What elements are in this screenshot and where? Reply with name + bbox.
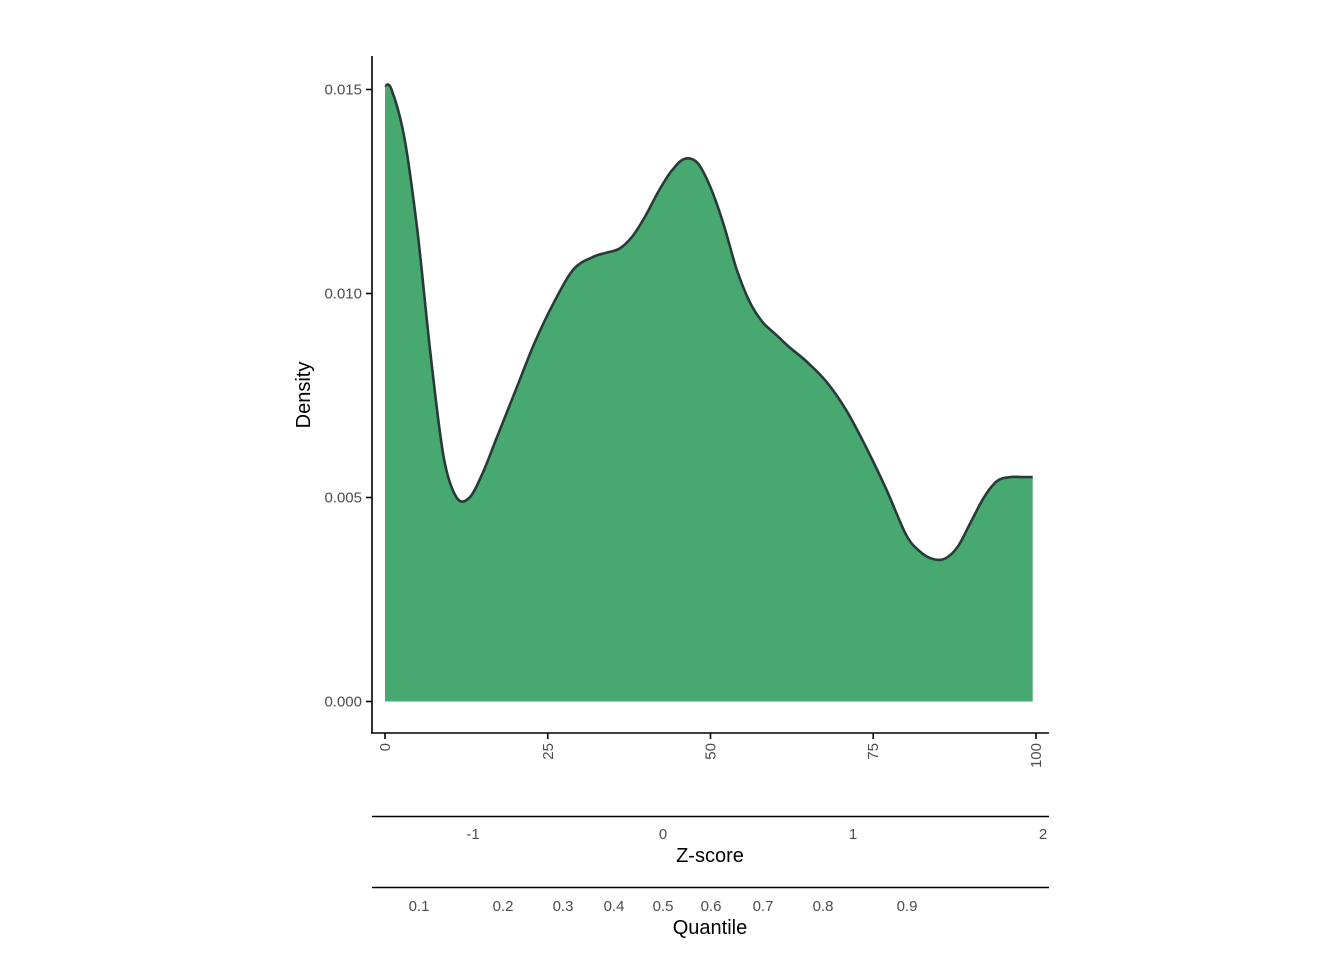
x-tick-label: 75 bbox=[865, 743, 882, 760]
y-tick-label: 0.010 bbox=[324, 286, 362, 303]
quantile-tick-label: 0.4 bbox=[604, 898, 625, 915]
quantile-tick-label: 0.8 bbox=[813, 898, 834, 915]
zscore-tick-label: 2 bbox=[1039, 826, 1047, 843]
quantile-tick-label: 0.2 bbox=[493, 898, 514, 915]
y-axis: 0.000 0.005 0.010 0.015 bbox=[324, 56, 373, 733]
x-tick-label: 50 bbox=[703, 743, 720, 760]
quantile-tick-label: 0.9 bbox=[897, 898, 918, 915]
x-tick-label: 25 bbox=[540, 743, 557, 760]
y-tick-label: 0.000 bbox=[324, 694, 362, 711]
y-axis-title: Density bbox=[293, 362, 315, 429]
quantile-tick-label: 0.3 bbox=[553, 898, 574, 915]
x-axis: 0 25 50 75 100 bbox=[371, 732, 1049, 768]
zscore-tick-label: 0 bbox=[659, 826, 667, 843]
density-area bbox=[385, 84, 1033, 702]
zscore-tick-label: 1 bbox=[849, 826, 857, 843]
y-tick-label: 0.015 bbox=[324, 82, 362, 99]
quantile-tick-label: 0.7 bbox=[753, 898, 774, 915]
density-curve bbox=[384, 83, 1033, 562]
quantile-tick-label: 0.6 bbox=[701, 898, 722, 915]
quantile-axis-title: Quantile bbox=[673, 917, 748, 939]
y-tick-label: 0.005 bbox=[324, 490, 362, 507]
quantile-tick-label: 0.5 bbox=[653, 898, 674, 915]
x-tick-label: 100 bbox=[1028, 743, 1045, 768]
x-tick-label: 0 bbox=[377, 743, 394, 751]
quantile-axis: Quantile 0.1 0.2 0.3 0.4 0.5 0.6 0.7 0.8 0.9 bbox=[372, 886, 1049, 939]
zscore-axis-title: Z-score bbox=[676, 845, 744, 867]
zscore-tick-label: -1 bbox=[466, 826, 479, 843]
quantile-tick-label: 0.1 bbox=[409, 898, 430, 915]
zscore-axis: Z-score -1 0 1 2 bbox=[372, 815, 1049, 867]
plot-area bbox=[384, 83, 1033, 702]
